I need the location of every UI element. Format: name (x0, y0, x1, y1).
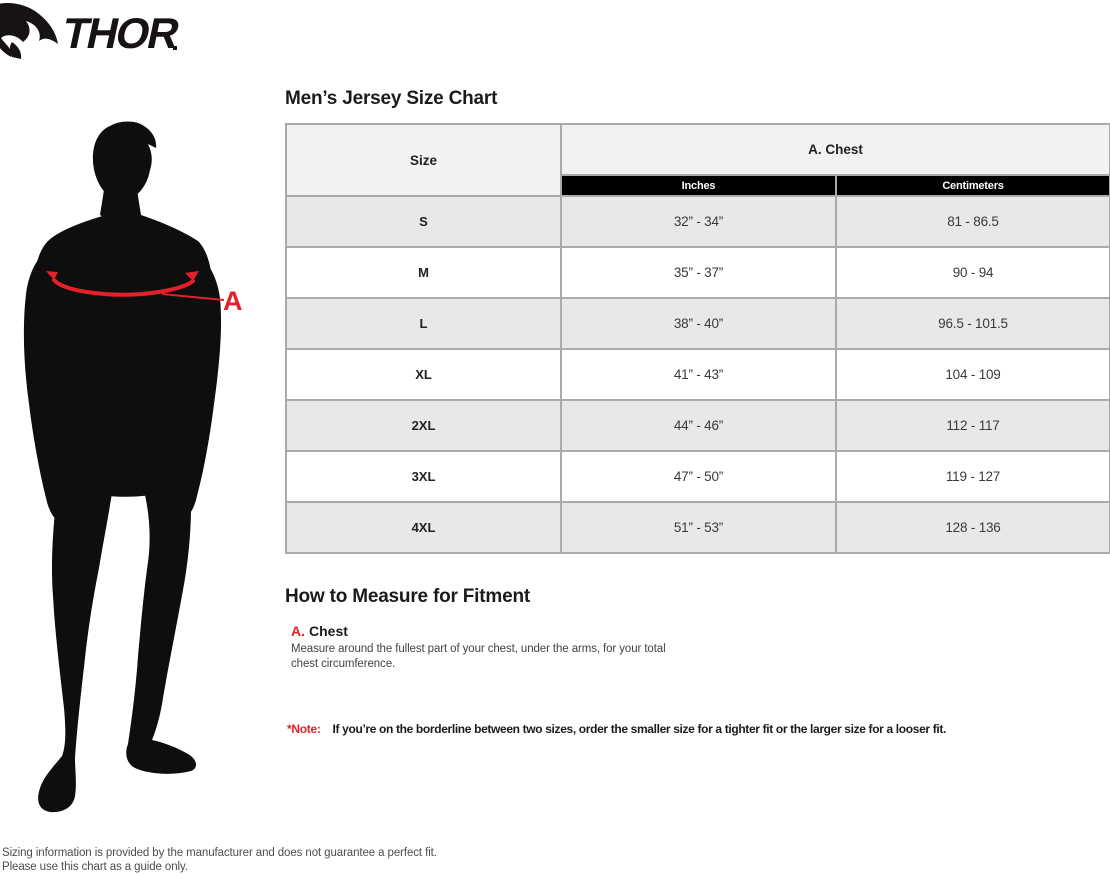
silhouette-right-arm (174, 245, 222, 519)
sizing-note: *Note: If you’re on the borderline betwee… (287, 722, 946, 736)
measure-item-label: Chest (309, 623, 348, 639)
measure-item-chest: A. Chest Measure around the fullest part … (291, 623, 691, 672)
inches-value: 35” - 37” (560, 246, 837, 299)
silhouette-head (92, 121, 157, 201)
centimeters-value: 81 - 86.5 (834, 195, 1110, 248)
measure-item-key: A. (291, 623, 305, 639)
inches-value: 32” - 34” (560, 195, 837, 248)
inches-value: 51” - 53” (560, 501, 837, 554)
size-label: M (285, 246, 562, 299)
table-row: 3XL 47” - 50” 119 - 127 (285, 450, 1110, 503)
size-label: XL (285, 348, 562, 401)
size-label: 3XL (285, 450, 562, 503)
silhouette-torso (34, 210, 212, 497)
measure-item-description: Measure around the fullest part of your … (291, 643, 666, 670)
inches-value: 41” - 43” (560, 348, 837, 401)
silhouette-left-arm (23, 244, 69, 522)
measurement-figure: A (0, 118, 260, 824)
inches-value: 38” - 40” (560, 297, 837, 350)
centimeters-value: 128 - 136 (834, 501, 1110, 554)
size-label: L (285, 297, 562, 350)
goat-head-icon (0, 3, 58, 59)
page-title: Men’s Jersey Size Chart (285, 88, 498, 109)
logo-text: THOR (58, 10, 182, 57)
column-header-chest: A. Chest (559, 123, 1110, 176)
column-header-size: Size (285, 123, 562, 197)
measure-section-heading: How to Measure for Fitment (285, 586, 530, 607)
size-label: 4XL (285, 501, 562, 554)
size-label: 2XL (285, 399, 562, 452)
centimeters-value: 119 - 127 (834, 450, 1110, 503)
centimeters-value: 112 - 117 (834, 399, 1110, 452)
table-row: XL 41” - 43” 104 - 109 (285, 348, 1110, 401)
silhouette-left-leg (38, 468, 113, 813)
centimeters-value: 104 - 109 (834, 348, 1110, 401)
note-text: If you’re on the borderline between two … (332, 722, 947, 736)
inches-value: 47” - 50” (560, 450, 837, 503)
note-label: *Note: (287, 722, 321, 736)
size-table: Size A. Chest Inches Centimeters S 32” -… (285, 123, 1110, 554)
silhouette-right-leg (126, 468, 197, 774)
unit-header-centimeters: Centimeters (834, 174, 1110, 197)
male-silhouette: A (23, 121, 243, 813)
disclaimer-line-2: Please use this chart as a guide only. (2, 861, 188, 873)
table-row: 4XL 51” - 53” 128 - 136 (285, 501, 1110, 554)
thor-logo: THOR (0, 3, 182, 59)
thor-logotype: THOR (58, 10, 182, 57)
unit-header-inches: Inches (560, 174, 837, 197)
table-row: 2XL 44” - 46” 112 - 117 (285, 399, 1110, 452)
disclaimer: Sizing information is provided by the ma… (2, 846, 437, 874)
table-row: M 35” - 37” 90 - 94 (285, 246, 1110, 299)
centimeters-value: 90 - 94 (834, 246, 1110, 299)
table-row: S 32” - 34” 81 - 86.5 (285, 195, 1110, 248)
disclaimer-line-1: Sizing information is provided by the ma… (2, 847, 437, 859)
chest-pointer-label: A (223, 286, 243, 316)
logo-trademark-dot (173, 46, 177, 50)
centimeters-value: 96.5 - 101.5 (834, 297, 1110, 350)
chest-measure-arrow (46, 271, 225, 301)
inches-value: 44” - 46” (560, 399, 837, 452)
table-row: L 38” - 40” 96.5 - 101.5 (285, 297, 1110, 350)
size-label: S (285, 195, 562, 248)
